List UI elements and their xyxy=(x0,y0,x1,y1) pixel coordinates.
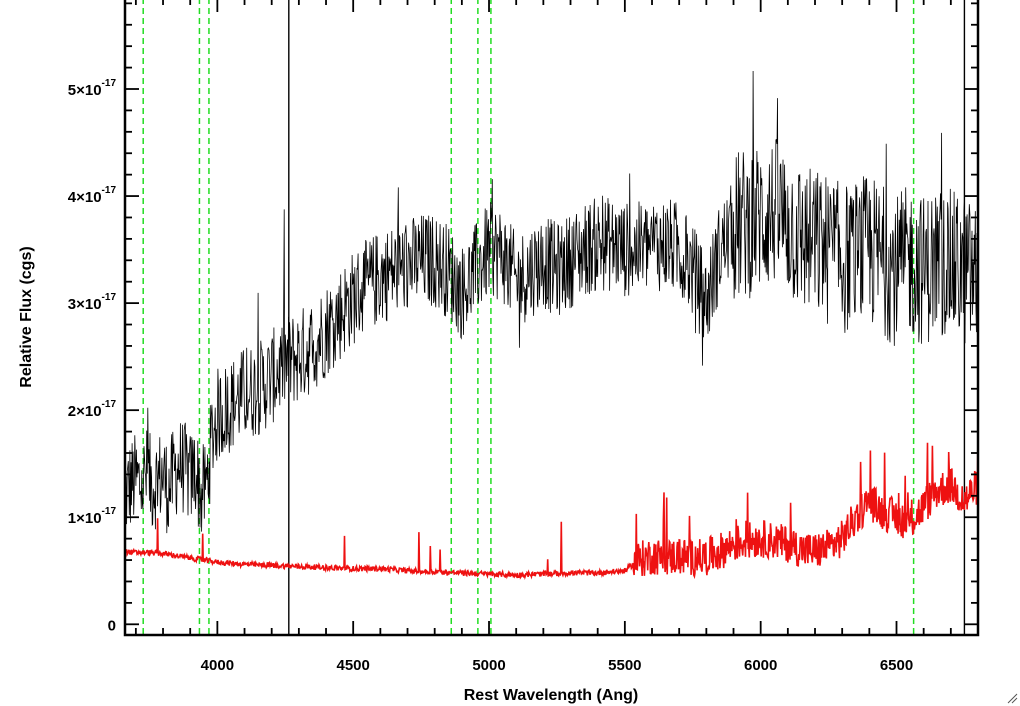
x-tick-label: 4000 xyxy=(201,657,234,674)
x-tick-label: 6500 xyxy=(880,657,913,674)
series-layer xyxy=(124,70,979,580)
x-tick-label: 4500 xyxy=(337,657,370,674)
x-tick-label: 5000 xyxy=(472,657,505,674)
x-tick-label: 5500 xyxy=(608,657,641,674)
x-tick-label: 6000 xyxy=(744,657,777,674)
y-tick-labels: 0 1×10-17 2×10-17 3×10-17 4×10-17 5×10-17 xyxy=(68,78,117,634)
y-tick-label: 5×10-17 xyxy=(68,78,117,99)
y-tick-label: 3×10-17 xyxy=(68,292,117,313)
x-tick-labels: 4000 4500 5000 5500 6000 6500 xyxy=(201,657,914,674)
axis-ticks xyxy=(125,0,979,635)
y-tick-label: 2×10-17 xyxy=(68,399,117,420)
y-tick-label: 0 xyxy=(108,617,116,634)
flux-spectrum-line xyxy=(124,70,979,534)
y-tick-label: 1×10-17 xyxy=(68,506,117,527)
plot-frame xyxy=(123,0,980,637)
resize-grip-icon[interactable] xyxy=(1006,692,1018,704)
y-tick-label: 4×10-17 xyxy=(68,185,117,206)
error-spectrum-line xyxy=(124,432,979,580)
x-axis-title: Rest Wavelength (Ang) xyxy=(464,687,639,704)
y-axis-title: Relative Flux (cgs) xyxy=(18,246,35,387)
